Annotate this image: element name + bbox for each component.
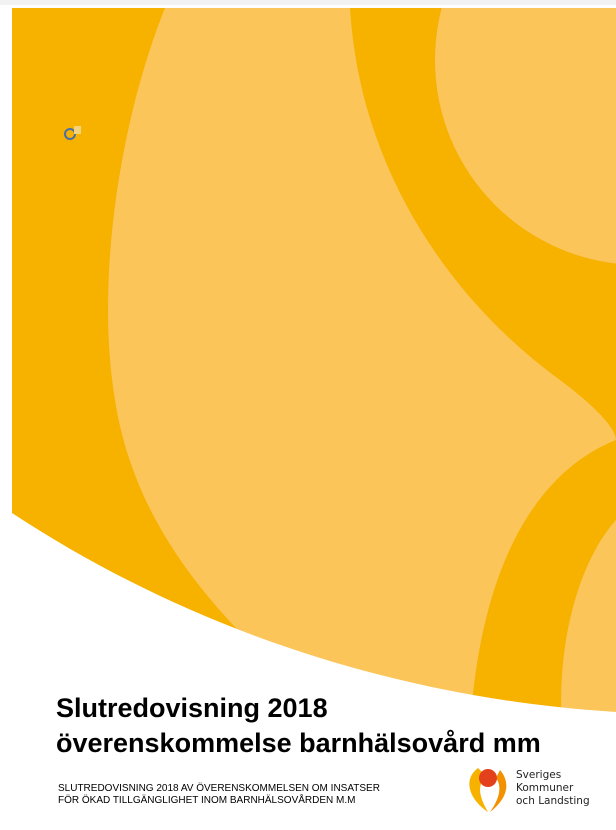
top-strip (0, 0, 616, 5)
subtitle-line: SLUTREDOVISNING 2018 AV ÖVERENSKOMMELSEN… (58, 782, 380, 794)
title-line: överenskommelse barnhälsovård mm (56, 728, 541, 758)
logo-text: och Landsting (516, 795, 590, 807)
cover: Slutredovisning 2018 överenskommelse bar… (0, 0, 616, 830)
cover-art (0, 0, 616, 740)
logo-text: Sveriges (516, 769, 561, 781)
logo-text: Kommuner (516, 782, 574, 794)
page: Slutredovisning 2018 överenskommelse bar… (0, 0, 616, 830)
title-line: Slutredovisning 2018 (56, 693, 328, 723)
subtitle-line: FÖR ÖKAD TILLGÄNGLIGHET INOM BARNHÄLSOVÅ… (58, 793, 355, 806)
logo-icon (469, 768, 506, 812)
